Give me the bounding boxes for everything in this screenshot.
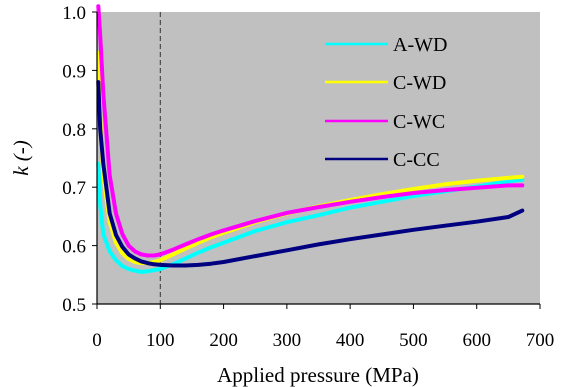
legend-label-c-wc: C-WC <box>393 111 445 133</box>
legend-label-c-cc: C-CC <box>393 149 440 171</box>
series-line-c-wc <box>96 4 525 258</box>
tick-layer: 0 100 200 300 400 500 600 700 0.5 0.6 0.7 0.8 0.9 1.0 <box>62 3 554 351</box>
y-tick-label: 1.0 <box>62 3 86 24</box>
x-tick-label: 500 <box>399 330 428 351</box>
x-tick-label: 100 <box>146 330 175 351</box>
y-axis-title: k (-) <box>9 140 33 176</box>
x-tick-label: 0 <box>92 330 102 351</box>
x-axis-title: Applied pressure (MPa) <box>217 363 419 387</box>
series-line-c-wd <box>96 50 525 266</box>
y-tick-label: 0.9 <box>62 61 86 82</box>
x-tick-label: 200 <box>209 330 238 351</box>
legend-label-a-wd: A-WD <box>393 34 447 56</box>
legend-label-c-wd: C-WD <box>393 72 446 94</box>
legend: A-WD C-WD C-WC C-CC <box>325 34 447 171</box>
series-line-c-cc <box>96 80 525 268</box>
y-tick-label: 0.7 <box>62 178 86 199</box>
y-tick-label: 0.8 <box>62 120 86 141</box>
x-tick-label: 700 <box>526 330 555 351</box>
x-tick-label: 600 <box>462 330 491 351</box>
y-tick-label: 0.5 <box>62 295 86 316</box>
series-line-a-wd <box>96 161 525 274</box>
x-tick-label: 400 <box>336 330 365 351</box>
series-layer <box>96 4 525 274</box>
x-tick-label: 300 <box>273 330 302 351</box>
y-tick-label: 0.6 <box>62 237 86 258</box>
